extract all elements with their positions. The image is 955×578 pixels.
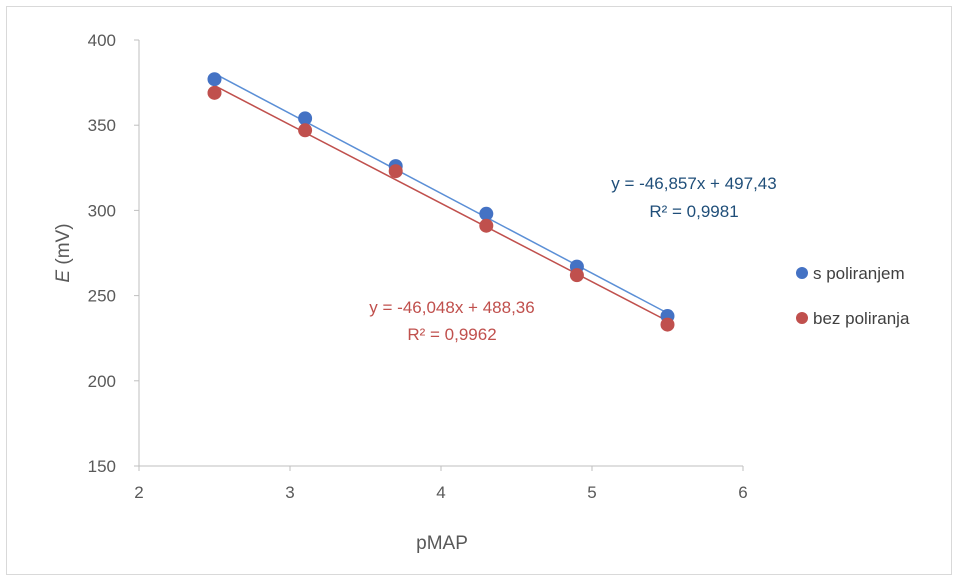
data-point-s-poliranjem bbox=[298, 111, 313, 126]
x-tick-label: 5 bbox=[587, 483, 596, 502]
x-tick-label: 2 bbox=[134, 483, 143, 502]
y-tick-label: 250 bbox=[88, 287, 116, 306]
data-point-s-poliranjem bbox=[479, 206, 494, 221]
data-point-bez-poliranja bbox=[569, 268, 584, 283]
r2-bez-poliranja: R² = 0,9962 bbox=[407, 325, 496, 344]
legend-marker-s-poliranjem bbox=[796, 267, 808, 279]
y-axis-title-unit: (mV) bbox=[53, 223, 74, 269]
equation-s-poliranjem: y = -46,857x + 497,43 bbox=[611, 174, 776, 193]
r2-s-poliranjem: R² = 0,9981 bbox=[649, 202, 738, 221]
data-point-bez-poliranja bbox=[479, 218, 494, 233]
legend: s poliranjem bez poliranja bbox=[796, 264, 910, 328]
trendlines bbox=[214, 72, 668, 322]
axes: 150 200 250 300 350 400 2 3 4 5 6 bbox=[88, 31, 748, 502]
y-tick-label: 300 bbox=[88, 201, 116, 220]
data-point-bez-poliranja bbox=[660, 317, 675, 332]
labels: pMAP E (mV) y = -46,857x + 497,43 R² = 0… bbox=[53, 174, 777, 554]
chart-area bbox=[6, 6, 952, 575]
y-tick-label: 350 bbox=[88, 116, 116, 135]
equation-bez-poliranja: y = -46,048x + 488,36 bbox=[369, 298, 534, 317]
y-tick-label: 150 bbox=[88, 457, 116, 476]
x-tick-label: 3 bbox=[285, 483, 294, 502]
legend-label-bez-poliranja: bez poliranja bbox=[813, 309, 910, 328]
data-point-bez-poliranja bbox=[207, 85, 222, 100]
y-tick-label: 200 bbox=[88, 372, 116, 391]
legend-marker-bez-poliranja bbox=[796, 312, 808, 324]
legend-label-s-poliranjem: s poliranjem bbox=[813, 264, 905, 283]
trendline-bez-poliranja bbox=[214, 84, 668, 322]
data-point-bez-poliranja bbox=[298, 123, 313, 138]
x-tick-label: 4 bbox=[436, 483, 445, 502]
data-point-s-poliranjem bbox=[207, 72, 222, 87]
y-axis-title: E (mV) bbox=[53, 223, 74, 282]
y-axis-title-symbol: E bbox=[53, 270, 74, 283]
data-point-bez-poliranja bbox=[388, 164, 403, 179]
trendline-s-poliranjem bbox=[214, 72, 668, 314]
y-tick-label: 400 bbox=[88, 31, 116, 50]
x-tick-label: 6 bbox=[738, 483, 747, 502]
x-axis-title: pMAP bbox=[416, 533, 468, 554]
data-points bbox=[207, 72, 675, 332]
